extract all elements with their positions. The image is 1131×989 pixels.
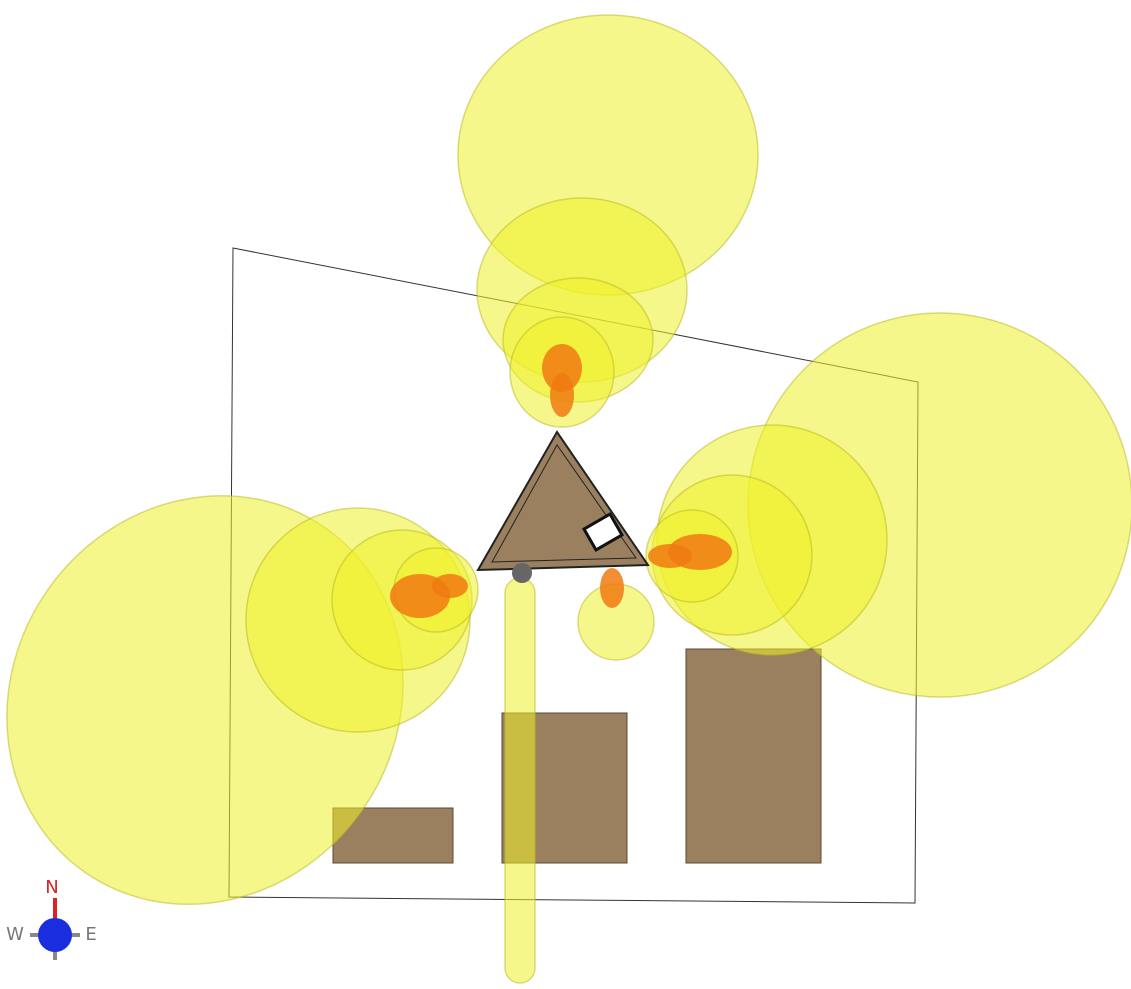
east-label: E bbox=[85, 924, 96, 945]
west-lobe bbox=[6, 494, 479, 906]
north-label: N bbox=[45, 877, 58, 898]
north-lobe bbox=[457, 14, 759, 428]
west-label: W bbox=[6, 924, 24, 945]
south-lobe bbox=[504, 568, 655, 984]
compass-ball bbox=[38, 918, 72, 952]
east-lobe bbox=[645, 312, 1131, 698]
mast-structure bbox=[476, 430, 650, 583]
building bbox=[685, 648, 822, 864]
compass: N W E bbox=[6, 877, 97, 960]
